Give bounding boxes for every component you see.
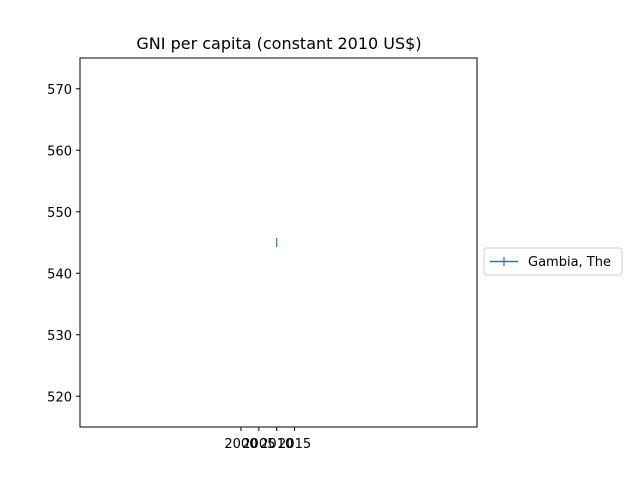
legend: Gambia, The xyxy=(483,247,623,276)
plot-area-frame xyxy=(79,57,478,428)
x-tick-label: 2015 xyxy=(278,437,311,452)
legend-label: Gambia, The xyxy=(528,255,611,270)
y-tick-label: 540 xyxy=(47,267,72,282)
x-tick-label: 2010 xyxy=(260,437,293,452)
y-tick-label: 520 xyxy=(47,390,72,405)
x-tick-label: 2000 xyxy=(224,437,257,452)
y-tick-label: 560 xyxy=(47,144,72,159)
chart-title: GNI per capita (constant 2010 US$) xyxy=(136,34,421,53)
y-tick-label: 550 xyxy=(47,206,72,221)
y-tick-label: 570 xyxy=(47,83,72,98)
y-tick-label: 530 xyxy=(47,329,72,344)
legend-frame xyxy=(483,247,623,276)
x-tick-label: 2005 xyxy=(242,437,275,452)
